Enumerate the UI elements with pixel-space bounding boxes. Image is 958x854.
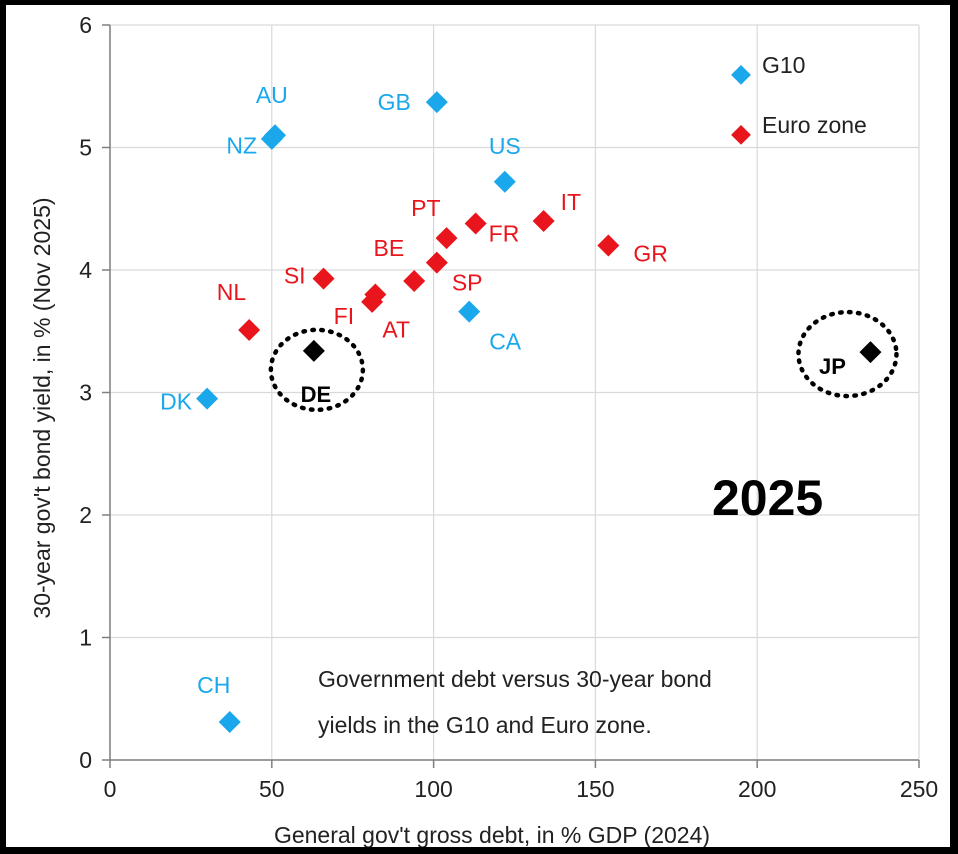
x-tick-labels: 0 50 100 150 200 250 [104,776,939,802]
point-label-us: US [489,133,521,159]
scatter-chart: 0 50 100 150 200 250 0 1 2 3 4 5 6 AU NZ GB US CA DK CH NL… [29,12,939,847]
point-label-de: DE [301,382,332,407]
point-label-au: AU [256,82,288,108]
axes [102,24,920,768]
point-label-ch: CH [197,672,230,698]
gridlines [109,24,920,761]
highlight-ring-jp [796,309,899,399]
point-gb [425,91,448,114]
point-dk [196,387,219,410]
point-labels: AU NZ GB US CA DK CH NL SI FI AT BE SP PT FR IT GR DE JP [160,82,846,698]
y-tick-label: 0 [79,747,92,773]
chart-note-line-1: Government debt versus 30-year bond [318,666,712,692]
point-label-sp: SP [452,270,483,296]
point-label-gb: GB [378,89,411,115]
chart-frame: 0 50 100 150 200 250 0 1 2 3 4 5 6 AU NZ GB US CA DK CH NL… [6,5,950,847]
point-at [364,283,387,306]
point-ch [218,711,241,734]
year-annotation: 2025 [712,470,823,526]
x-tick-label: 0 [104,776,117,802]
data-points [196,91,882,734]
y-tick-labels: 0 1 2 3 4 5 6 [79,12,92,773]
y-tick-label: 4 [79,257,92,283]
point-it [532,210,555,232]
y-tick-label: 5 [79,135,92,161]
x-axis-title: General gov't gross debt, in % GDP (2024… [274,822,710,847]
legend-marker-euro-zone [731,125,751,145]
point-jp [859,341,882,364]
point-label-at: AT [382,317,410,343]
point-label-fi: FI [334,303,354,329]
x-tick-label: 250 [900,776,938,802]
y-axis-title: 30-year gov't bond yield, in % (Nov 2025… [29,197,55,618]
point-label-jp: JP [819,354,846,379]
point-si [312,267,335,290]
point-label-gr: GR [633,241,668,267]
highlight-ring-de [268,327,366,413]
point-label-ca: CA [489,329,522,355]
point-pt [435,227,458,250]
point-label-si: SI [284,263,306,289]
legend-label-g10: G10 [762,52,805,78]
chart-note-line-2: yields in the G10 and Euro zone. [318,712,652,738]
highlight-circles [268,309,899,413]
point-label-nz: NZ [226,132,257,158]
legend-label-euro-zone: Euro zone [762,112,867,138]
legend-marker-g10 [731,65,751,85]
legend: G10 Euro zone [731,52,867,145]
y-tick-label: 2 [79,502,92,528]
point-fr [464,212,487,235]
y-tick-label: 6 [79,12,92,38]
x-tick-label: 150 [576,776,614,802]
point-gr [597,234,620,257]
y-tick-label: 1 [79,625,92,651]
x-tick-label: 100 [414,776,452,802]
point-sp [425,251,448,274]
point-label-be: BE [373,235,404,261]
point-label-pt: PT [411,195,440,221]
point-nz [264,124,287,147]
point-label-dk: DK [160,389,193,415]
point-label-fr: FR [489,220,520,246]
x-tick-label: 200 [738,776,776,802]
point-be [403,270,426,293]
y-tick-label: 3 [79,380,92,406]
point-ca [458,300,481,323]
point-de [302,339,325,362]
point-us [493,170,516,193]
point-label-it: IT [561,189,581,215]
point-nl [238,319,261,342]
x-tick-label: 50 [259,776,285,802]
point-label-nl: NL [217,279,247,305]
